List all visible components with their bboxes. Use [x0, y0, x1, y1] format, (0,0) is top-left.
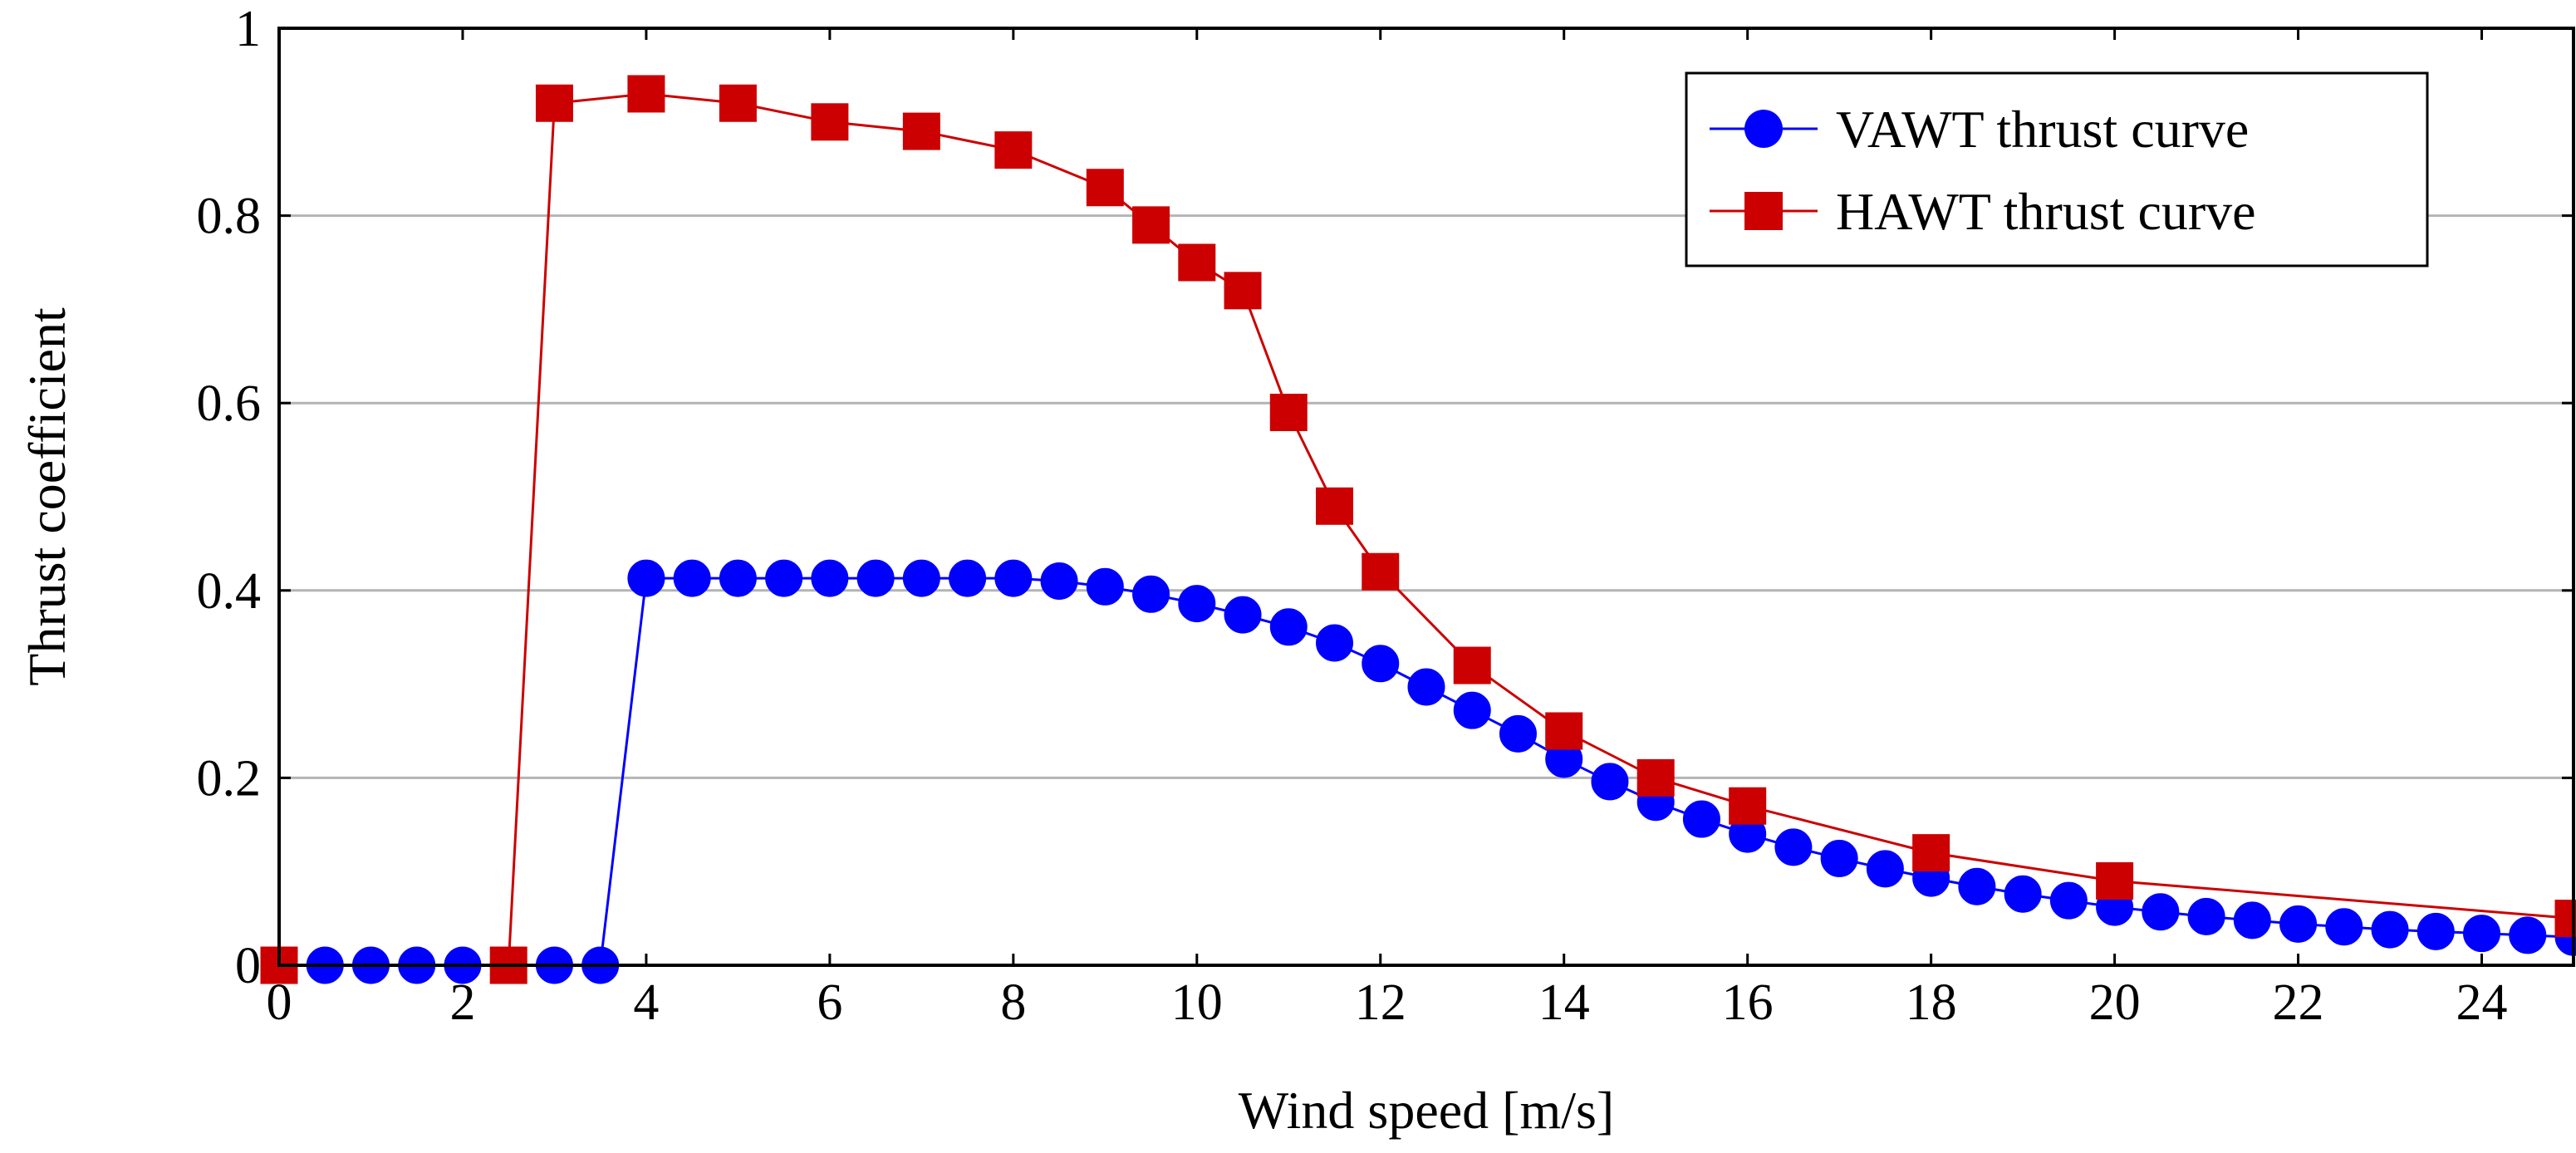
series-line: [279, 92, 2574, 967]
data-point: [2049, 881, 2088, 920]
data-point: [1407, 668, 1445, 706]
data-point: [2233, 901, 2271, 940]
data-point: [1178, 585, 1216, 623]
data-point: [673, 559, 711, 597]
data-point: [856, 559, 895, 597]
data-point: [994, 559, 1033, 597]
data-point: [2187, 897, 2225, 935]
y-tick-label: 1: [235, 1, 261, 57]
legend-entry-hawt: HAWT thrust curve: [1710, 182, 2256, 241]
data-point: [1269, 393, 1308, 431]
legend-marker-hawt: [1744, 192, 1783, 230]
data-point: [1453, 646, 1491, 684]
data-point: [2279, 905, 2318, 943]
x-axis-ticks: 0 2 4 6 8 10 12 14 16 18 20 22 24: [267, 28, 2508, 1031]
legend-box: [1685, 71, 2429, 267]
data-point: [2463, 915, 2501, 953]
data-point: [627, 75, 665, 113]
data-point: [1958, 867, 1996, 905]
data-point: [535, 84, 573, 122]
x-tick-label: 10: [1171, 974, 1223, 1031]
x-tick-label: 8: [1000, 974, 1026, 1031]
x-tick-label: 18: [1906, 974, 1957, 1031]
data-point: [902, 559, 940, 597]
data-point: [811, 559, 849, 597]
data-point: [719, 84, 757, 122]
data-point: [2325, 908, 2363, 946]
plot-series: [260, 75, 2576, 984]
x-tick-label: 24: [2456, 974, 2508, 1031]
data-point: [1591, 763, 1629, 801]
x-tick-label: 16: [1722, 974, 1774, 1031]
data-point: [1912, 834, 1950, 872]
data-point: [719, 559, 757, 597]
legend-marker-vawt: [1744, 110, 1783, 148]
x-tick-label: 22: [2273, 974, 2324, 1031]
data-point: [1499, 714, 1537, 753]
x-tick-label: 6: [817, 974, 842, 1031]
data-point: [1224, 596, 1262, 634]
y-axis-ticks: 0 0.2 0.4 0.6 0.8 1: [197, 1, 2574, 994]
x-tick-label: 20: [2089, 974, 2141, 1031]
legend-label-vawt: VAWT thrust curve: [1836, 100, 2249, 159]
y-tick-label: 0.4: [197, 563, 262, 620]
y-axis-title: Thrust coefficient: [17, 307, 76, 686]
series-hawt: [260, 75, 2576, 984]
data-point: [2371, 910, 2409, 949]
data-point: [2509, 916, 2547, 954]
data-point: [1086, 169, 1124, 207]
x-tick-label: 12: [1355, 974, 1406, 1031]
data-point: [2096, 861, 2134, 900]
x-axis-title: Wind speed [m/s]: [1239, 1081, 1614, 1140]
plot-frame: [277, 27, 2575, 967]
data-point: [811, 103, 849, 141]
data-point: [1636, 758, 1675, 797]
data-point: [1132, 575, 1170, 613]
data-point: [1362, 552, 1400, 591]
data-point: [1820, 839, 1858, 877]
data-point: [1682, 800, 1720, 838]
y-tick-label: 0.8: [197, 189, 262, 245]
data-point: [1040, 562, 1078, 601]
data-point: [1178, 243, 1216, 282]
data-point: [1316, 624, 1354, 662]
legend-label-hawt: HAWT thrust curve: [1836, 182, 2256, 241]
data-point: [1453, 691, 1491, 729]
y-tick-label: 0.2: [197, 750, 262, 807]
data-point: [994, 131, 1033, 169]
y-tick-label: 0.6: [197, 375, 262, 432]
data-point: [1316, 487, 1354, 525]
legend-entry-vawt: VAWT thrust curve: [1710, 100, 2249, 159]
data-point: [1086, 567, 1124, 606]
data-point: [1774, 828, 1813, 866]
data-point: [1269, 608, 1308, 646]
data-point: [902, 112, 940, 150]
data-point: [949, 559, 987, 597]
series-vawt: [260, 559, 2576, 984]
data-point: [1729, 787, 1767, 825]
data-point: [2004, 875, 2042, 913]
data-point: [1866, 850, 1904, 888]
data-point: [1362, 645, 1400, 683]
series-line: [279, 576, 2574, 967]
data-point: [2142, 893, 2180, 931]
data-point: [2417, 912, 2455, 950]
data-point: [627, 559, 665, 597]
data-point: [1224, 272, 1262, 310]
x-tick-label: 14: [1538, 974, 1590, 1031]
data-point: [765, 559, 803, 597]
y-tick-label: 0: [235, 938, 261, 994]
x-tick-label: 4: [633, 974, 659, 1031]
legend: VAWT thrust curve HAWT thrust curve: [1685, 71, 2429, 267]
data-point: [1132, 206, 1170, 244]
data-point: [1545, 712, 1583, 750]
